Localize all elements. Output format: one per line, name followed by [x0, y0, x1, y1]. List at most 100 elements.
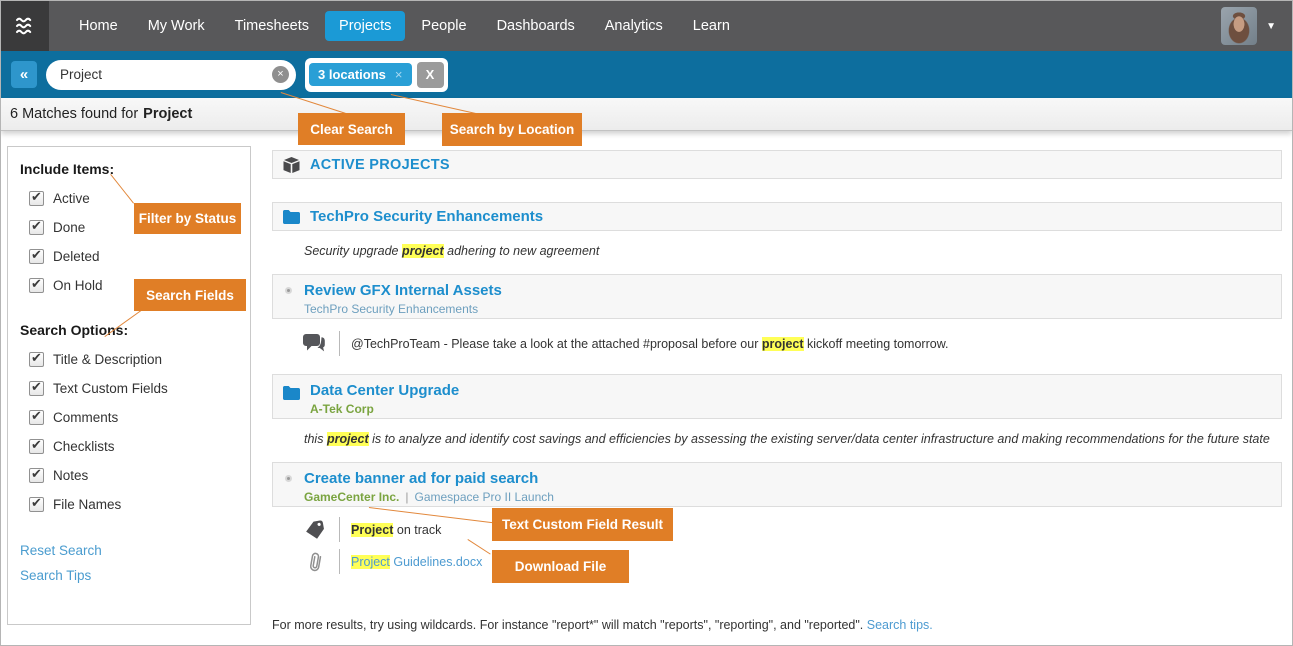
- checkbox-icon[interactable]: [29, 247, 44, 264]
- checkbox-label: Active: [53, 191, 90, 206]
- annotation-search-fields: Search Fields: [134, 279, 246, 311]
- clear-location-filter-button[interactable]: X: [416, 61, 444, 88]
- waves-logo-icon: [15, 17, 32, 35]
- result-task-banner-ad[interactable]: Create banner ad for paid search GameCen…: [272, 462, 1282, 507]
- tag-icon: [305, 519, 324, 539]
- separator: |: [405, 490, 409, 504]
- checkbox-comments[interactable]: Comments: [29, 408, 238, 425]
- location-chip[interactable]: 3 locations ×: [309, 63, 412, 86]
- annotation-filter-by-status: Filter by Status: [134, 203, 241, 234]
- nav-item-home[interactable]: Home: [79, 18, 118, 34]
- group-header-label[interactable]: ACTIVE PROJECTS: [310, 156, 450, 173]
- checkbox-icon[interactable]: [29, 466, 44, 483]
- comment-text: @TechProTeam - Please take a look at the…: [351, 336, 949, 351]
- checkbox-icon[interactable]: [29, 218, 44, 235]
- file-link[interactable]: Project Guidelines.docx: [351, 554, 483, 569]
- result-task-review-gfx[interactable]: Review GFX Internal Assets TechPro Secur…: [272, 274, 1282, 319]
- checkbox-icon[interactable]: [29, 350, 44, 367]
- task-bullet-icon: [285, 287, 292, 294]
- divider: [339, 517, 340, 542]
- location-filter-group: 3 locations × X: [305, 57, 448, 92]
- custom-field-result-row: Project on track: [302, 517, 1282, 542]
- annotation-clear-search: Clear Search: [298, 113, 405, 145]
- file-result-row[interactable]: Project Guidelines.docx: [302, 549, 1282, 574]
- project-description: this project is to analyze and identify …: [304, 432, 1270, 446]
- nav-item-projects[interactable]: Projects: [325, 11, 406, 41]
- clear-input-icon[interactable]: ×: [272, 66, 289, 83]
- checkbox-label: Done: [53, 220, 86, 235]
- app-logo[interactable]: [1, 1, 49, 51]
- task-parent-project-link[interactable]: Gamespace Pro II Launch: [414, 490, 554, 504]
- client-name[interactable]: GameCenter Inc.: [304, 490, 400, 504]
- task-parent-project-link[interactable]: TechPro Security Enhancements: [304, 302, 479, 316]
- checkbox-label: Checklists: [53, 439, 115, 454]
- location-chip-label: 3 locations: [318, 67, 386, 82]
- checkbox-done[interactable]: Done: [29, 218, 238, 235]
- checkbox-checklists[interactable]: Checklists: [29, 437, 238, 454]
- checkbox-icon[interactable]: [29, 495, 44, 512]
- project-description: Security upgrade project adhering to new…: [304, 244, 600, 258]
- wildcard-tip: For more results, try using wildcards. F…: [272, 618, 933, 632]
- checkbox-icon[interactable]: [29, 189, 44, 206]
- checkbox-label: Text Custom Fields: [53, 381, 168, 396]
- checkbox-on-hold[interactable]: On Hold: [29, 276, 238, 293]
- checkbox-icon[interactable]: [29, 276, 44, 293]
- checkbox-notes[interactable]: Notes: [29, 466, 238, 483]
- checkbox-label: Title & Description: [53, 352, 163, 367]
- location-chip-close-icon[interactable]: ×: [394, 67, 403, 82]
- checkbox-icon[interactable]: [29, 408, 44, 425]
- client-name[interactable]: A-Tek Corp: [310, 402, 374, 416]
- nav-item-people[interactable]: People: [421, 18, 467, 34]
- checkbox-text-custom-fields[interactable]: Text Custom Fields: [29, 379, 238, 396]
- comment-result-row: @TechProTeam - Please take a look at the…: [302, 331, 1282, 356]
- search-results: ACTIVE PROJECTS TechPro Security Enhance…: [272, 150, 1282, 632]
- checkbox-file-names[interactable]: File Names: [29, 495, 238, 512]
- reset-search-link[interactable]: Reset Search: [20, 543, 102, 558]
- top-nav: Home My Work Timesheets Projects People …: [1, 1, 1292, 51]
- search-input-value[interactable]: Project: [60, 67, 103, 82]
- checkbox-icon[interactable]: [29, 379, 44, 396]
- annotation-download-file: Download File: [492, 550, 629, 583]
- nav-item-timesheets[interactable]: Timesheets: [234, 18, 310, 34]
- checkbox-label: Deleted: [53, 249, 100, 264]
- checkbox-icon[interactable]: [29, 437, 44, 454]
- nav-item-analytics[interactable]: Analytics: [604, 18, 663, 34]
- folder-icon: [283, 386, 300, 400]
- checkbox-deleted[interactable]: Deleted: [29, 247, 238, 264]
- projects-box-icon: [283, 156, 300, 173]
- checkbox-label: On Hold: [53, 278, 103, 293]
- custom-field-text: Project on track: [351, 522, 442, 537]
- nav-menu: Home My Work Timesheets Projects People …: [65, 11, 744, 41]
- nav-item-learn[interactable]: Learn: [692, 18, 730, 34]
- search-options-heading: Search Options:: [20, 322, 129, 338]
- divider: [339, 549, 340, 574]
- user-avatar[interactable]: [1221, 7, 1258, 45]
- user-menu-caret-icon[interactable]: ▼: [1266, 20, 1276, 32]
- checkbox-title-description[interactable]: Title & Description: [29, 350, 238, 367]
- group-header-active-projects[interactable]: ACTIVE PROJECTS: [272, 150, 1282, 179]
- project-title[interactable]: TechPro Security Enhancements: [310, 208, 544, 225]
- search-input[interactable]: Project ×: [46, 59, 296, 90]
- annotation-text-custom-field-result: Text Custom Field Result: [492, 508, 673, 541]
- result-project-techpro[interactable]: TechPro Security Enhancements: [272, 202, 1282, 231]
- folder-icon: [283, 209, 300, 224]
- matches-term: Project: [143, 106, 193, 122]
- results-summary-bar: 6 Matches found for Project: [1, 98, 1292, 131]
- task-bullet-icon: [285, 475, 292, 482]
- checkbox-label: Notes: [53, 468, 89, 483]
- checkbox-active[interactable]: Active: [29, 189, 238, 206]
- comment-icon: [303, 334, 325, 352]
- checkbox-label: File Names: [53, 497, 122, 512]
- matches-text: 6 Matches found for: [10, 106, 139, 122]
- nav-item-my-work[interactable]: My Work: [147, 18, 205, 34]
- project-title[interactable]: Data Center Upgrade: [310, 382, 460, 399]
- task-title[interactable]: Create banner ad for paid search: [304, 470, 539, 487]
- paperclip-icon: [309, 552, 321, 571]
- search-tips-link[interactable]: Search Tips: [20, 568, 92, 583]
- task-title[interactable]: Review GFX Internal Assets: [304, 282, 502, 299]
- result-project-data-center[interactable]: Data Center Upgrade A-Tek Corp: [272, 374, 1282, 419]
- divider: [339, 331, 340, 356]
- nav-item-dashboards[interactable]: Dashboards: [496, 18, 575, 34]
- collapse-search-button[interactable]: «: [11, 61, 37, 88]
